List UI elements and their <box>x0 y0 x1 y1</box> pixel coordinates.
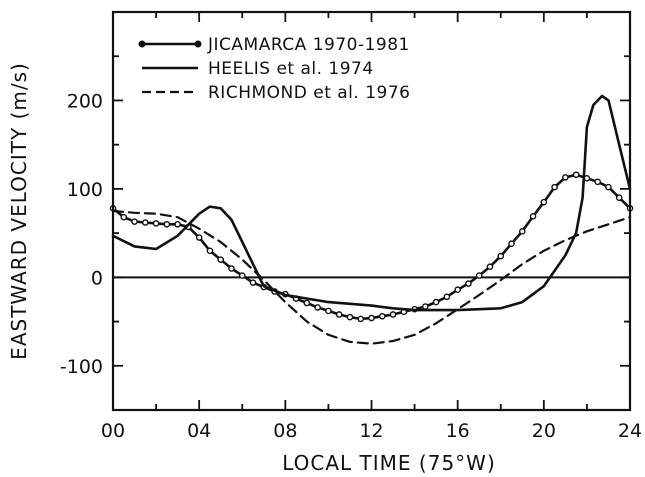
data-point <box>541 200 546 205</box>
data-point <box>552 185 557 190</box>
data-point <box>390 312 395 317</box>
y-axis-title: EASTWARD VELOCITY (m/s) <box>7 62 31 360</box>
x-axis-title: LOCAL TIME (75°W) <box>282 451 496 475</box>
data-point <box>455 287 460 292</box>
legend-label-2: RICHMOND et al. 1976 <box>208 83 410 103</box>
x-tick-label: 00 <box>101 420 125 442</box>
y-tick-label: -100 <box>60 356 103 378</box>
data-point <box>197 235 202 240</box>
data-point <box>595 179 600 184</box>
data-point <box>326 308 331 313</box>
data-point <box>175 222 180 227</box>
x-tick-label: 24 <box>618 420 642 442</box>
legend-marker <box>139 41 145 47</box>
data-point <box>164 222 169 227</box>
data-point <box>218 257 223 262</box>
data-point <box>530 214 535 219</box>
series-layer <box>110 96 632 344</box>
data-point <box>617 195 622 200</box>
data-point <box>337 312 342 317</box>
data-point <box>347 315 352 320</box>
data-point <box>563 175 568 180</box>
data-point <box>520 229 525 234</box>
y-tick-label: 100 <box>67 179 103 201</box>
data-point <box>304 300 309 305</box>
x-tick-label: 20 <box>532 420 556 442</box>
data-point <box>606 185 611 190</box>
data-point <box>509 241 514 246</box>
data-point <box>315 305 320 310</box>
legend: JICAMARCA 1970-1981 HEELIS et al. 1974 RIC… <box>139 35 410 103</box>
label-layer: LOCAL TIME (75°W) EASTWARD VELOCITY (m/s… <box>7 62 496 475</box>
data-point <box>574 172 579 177</box>
data-point <box>229 266 234 271</box>
data-point <box>153 221 158 226</box>
y-tick-label: 200 <box>67 90 103 112</box>
data-point <box>444 294 449 299</box>
x-tick-label: 04 <box>187 420 211 442</box>
data-point <box>369 315 374 320</box>
series-line-0 <box>113 175 630 319</box>
data-point <box>143 220 148 225</box>
data-point <box>358 316 363 321</box>
data-point <box>434 299 439 304</box>
data-point <box>466 281 471 286</box>
data-point <box>121 215 126 220</box>
legend-marker <box>195 41 201 47</box>
data-point <box>487 264 492 269</box>
x-tick-label: 12 <box>359 420 383 442</box>
x-tick-label: 08 <box>273 420 297 442</box>
data-point <box>498 254 503 259</box>
legend-label-1: HEELIS et al. 1974 <box>208 59 374 79</box>
data-point <box>477 273 482 278</box>
data-point <box>380 314 385 319</box>
x-tick-label: 16 <box>446 420 470 442</box>
data-point <box>207 248 212 253</box>
data-point <box>250 280 255 285</box>
legend-label-0: JICAMARCA 1970-1981 <box>207 35 410 55</box>
data-point <box>240 273 245 278</box>
y-tick-label: 0 <box>91 267 103 289</box>
data-point <box>423 304 428 309</box>
data-point <box>132 219 137 224</box>
